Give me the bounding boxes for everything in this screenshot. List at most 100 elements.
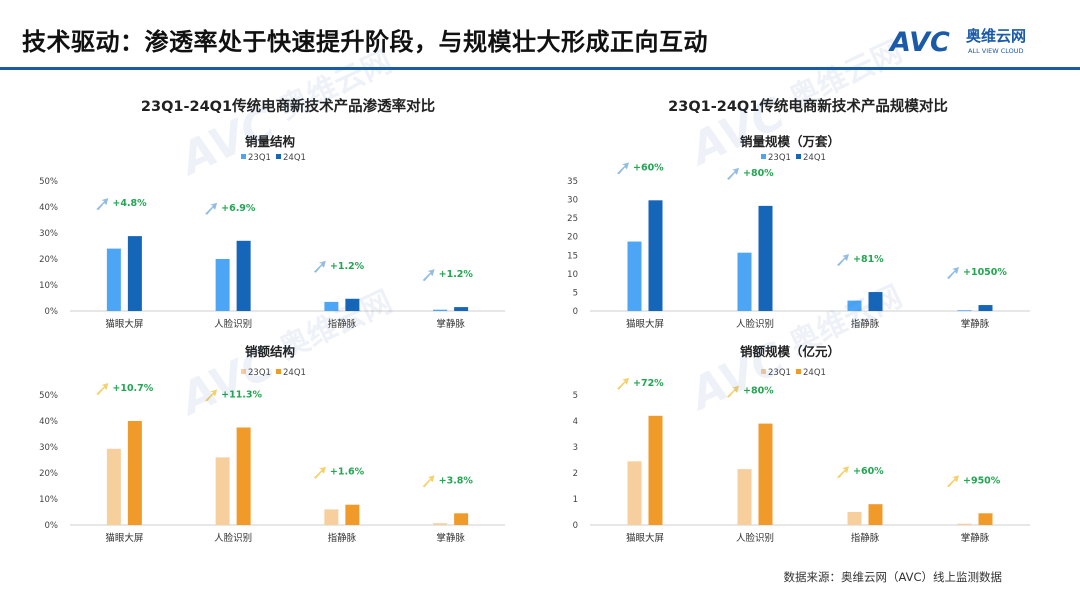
x-category-label: 指静脉 bbox=[328, 532, 357, 544]
growth-arrow-icon bbox=[205, 389, 218, 402]
growth-arrow-icon bbox=[947, 267, 959, 280]
bar-23q1 bbox=[957, 523, 972, 525]
growth-arrow-shape bbox=[947, 267, 959, 280]
bar-24q1 bbox=[454, 307, 469, 311]
growth-label: +11.3% bbox=[221, 390, 262, 401]
x-category-label: 人脸识别 bbox=[736, 532, 774, 544]
legend-swatch-23q1 bbox=[761, 369, 766, 374]
logo-en-text: ALL VIEW CLOUD bbox=[968, 47, 1024, 55]
growth-arrow-shape bbox=[422, 475, 435, 488]
watermark-cn: 奥维云网 bbox=[784, 279, 908, 361]
page-title: 技术驱动：渗透率处于快速提升阶段，与规模壮大形成正向互动 bbox=[22, 28, 708, 56]
bar-24q1 bbox=[236, 240, 251, 311]
x-category-label: 指静脉 bbox=[851, 318, 880, 330]
growth-arrow-shape bbox=[617, 377, 629, 390]
watermark-brand: AVC bbox=[680, 333, 793, 422]
legend-swatch-24q1 bbox=[796, 154, 801, 159]
x-category-label: 指静脉 bbox=[851, 532, 880, 544]
growth-arrow-shape bbox=[727, 167, 739, 180]
chart-title: 销额规模（亿元） bbox=[740, 344, 840, 359]
logo-cn-text: 奥维云网 bbox=[966, 27, 1026, 45]
growth-arrow-icon bbox=[422, 475, 435, 488]
growth-label: +80% bbox=[743, 168, 774, 179]
bar-23q1 bbox=[106, 448, 121, 525]
y-tick-label: 5 bbox=[573, 288, 578, 298]
bar-23q1 bbox=[324, 509, 339, 525]
legend-label-23q1: 23Q1 bbox=[768, 153, 791, 163]
x-category-label: 猫眼大屏 bbox=[626, 532, 664, 544]
header-divider bbox=[0, 67, 1080, 70]
growth-arrow-icon bbox=[96, 383, 109, 395]
growth-label: +6.9% bbox=[221, 203, 256, 214]
growth-label: +1.2% bbox=[439, 269, 474, 280]
growth-arrow-shape bbox=[617, 162, 629, 175]
growth-label: +80% bbox=[743, 386, 774, 397]
bar-24q1 bbox=[127, 236, 142, 311]
y-tick-label: 0 bbox=[573, 307, 578, 317]
growth-arrow-shape bbox=[947, 475, 959, 488]
growth-label: +1050% bbox=[963, 267, 1007, 278]
growth-label: +10.7% bbox=[112, 383, 153, 394]
y-tick-label: 5 bbox=[573, 391, 578, 401]
y-tick-label: 35 bbox=[567, 177, 578, 187]
y-tick-label: 0% bbox=[45, 307, 59, 317]
growth-arrow-icon bbox=[837, 254, 849, 267]
legend-swatch-24q1 bbox=[276, 154, 281, 159]
bar-24q1 bbox=[127, 421, 142, 525]
avc-logo: AVC 奥维云网 ALL VIEW CLOUD bbox=[888, 27, 1026, 58]
bar-23q1 bbox=[433, 309, 448, 311]
chart-title: 销量结构 bbox=[245, 134, 295, 149]
growth-arrow-icon bbox=[313, 260, 326, 273]
legend-label-23q1: 23Q1 bbox=[248, 153, 271, 163]
y-tick-label: 4 bbox=[573, 417, 578, 427]
growth-label: +4.8% bbox=[112, 198, 147, 209]
x-category-label: 掌静脉 bbox=[961, 318, 990, 330]
legend-swatch-23q1 bbox=[761, 154, 766, 159]
bar-24q1 bbox=[758, 423, 773, 525]
watermark-brand: AVC bbox=[170, 338, 283, 427]
growth-arrow-icon bbox=[727, 167, 739, 180]
x-category-label: 人脸识别 bbox=[736, 318, 774, 330]
growth-label: +1.2% bbox=[330, 261, 365, 272]
watermark-cn: 奥维云网 bbox=[784, 34, 908, 116]
growth-arrow-icon bbox=[947, 475, 959, 488]
y-tick-label: 1 bbox=[573, 495, 578, 505]
bar-24q1 bbox=[648, 415, 663, 525]
bar-23q1 bbox=[433, 523, 448, 525]
bar-24q1 bbox=[345, 298, 360, 311]
x-category-label: 猫眼大屏 bbox=[105, 318, 143, 330]
y-tick-label: 2 bbox=[573, 469, 578, 479]
bar-23q1 bbox=[847, 512, 862, 525]
y-tick-label: 40% bbox=[39, 203, 58, 213]
bar-24q1 bbox=[758, 205, 773, 311]
growth-arrow-icon bbox=[617, 162, 629, 175]
bar-24q1 bbox=[345, 504, 360, 525]
y-tick-label: 10% bbox=[39, 495, 58, 505]
y-tick-label: 50% bbox=[39, 391, 58, 401]
growth-arrow-shape bbox=[837, 254, 849, 267]
growth-arrow-shape bbox=[205, 389, 218, 402]
y-tick-label: 20 bbox=[567, 233, 578, 243]
y-tick-label: 25 bbox=[567, 214, 578, 224]
growth-arrow-icon bbox=[422, 269, 435, 282]
bar-24q1 bbox=[868, 292, 883, 311]
growth-arrow-icon bbox=[96, 198, 109, 211]
growth-arrow-shape bbox=[727, 385, 739, 398]
x-category-label: 掌静脉 bbox=[436, 532, 465, 544]
y-tick-label: 40% bbox=[39, 417, 58, 427]
y-tick-label: 20% bbox=[39, 469, 58, 479]
legend-swatch-23q1 bbox=[241, 154, 246, 159]
growth-label: +81% bbox=[853, 254, 884, 265]
bar-23q1 bbox=[324, 301, 339, 311]
y-tick-label: 30 bbox=[567, 196, 578, 206]
legend-label-24q1: 24Q1 bbox=[803, 153, 826, 163]
chart-title: 销量规模（万套） bbox=[740, 134, 840, 149]
growth-label: +72% bbox=[633, 378, 664, 389]
bar-23q1 bbox=[215, 457, 230, 525]
left-section-title: 23Q1-24Q1传统电商新技术产品渗透率对比 bbox=[140, 99, 436, 115]
y-tick-label: 0 bbox=[573, 521, 578, 531]
x-category-label: 猫眼大屏 bbox=[626, 318, 664, 330]
